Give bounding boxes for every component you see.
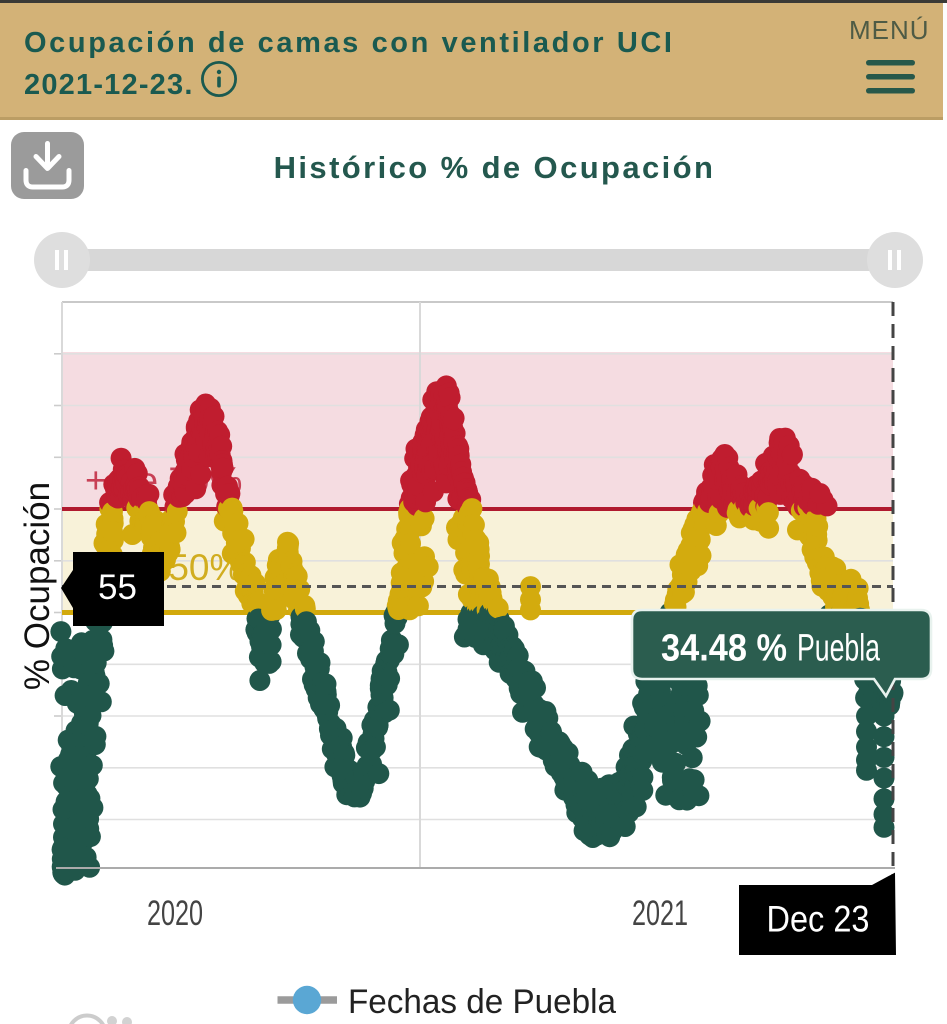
svg-text:Fechas de Puebla: Fechas de Puebla: [348, 985, 616, 1021]
svg-text:34.48 %: 34.48 %: [661, 628, 787, 670]
svg-text:Dec 23: Dec 23: [767, 899, 870, 940]
svg-text:Puebla: Puebla: [797, 628, 881, 670]
svg-text:55: 55: [98, 568, 137, 607]
